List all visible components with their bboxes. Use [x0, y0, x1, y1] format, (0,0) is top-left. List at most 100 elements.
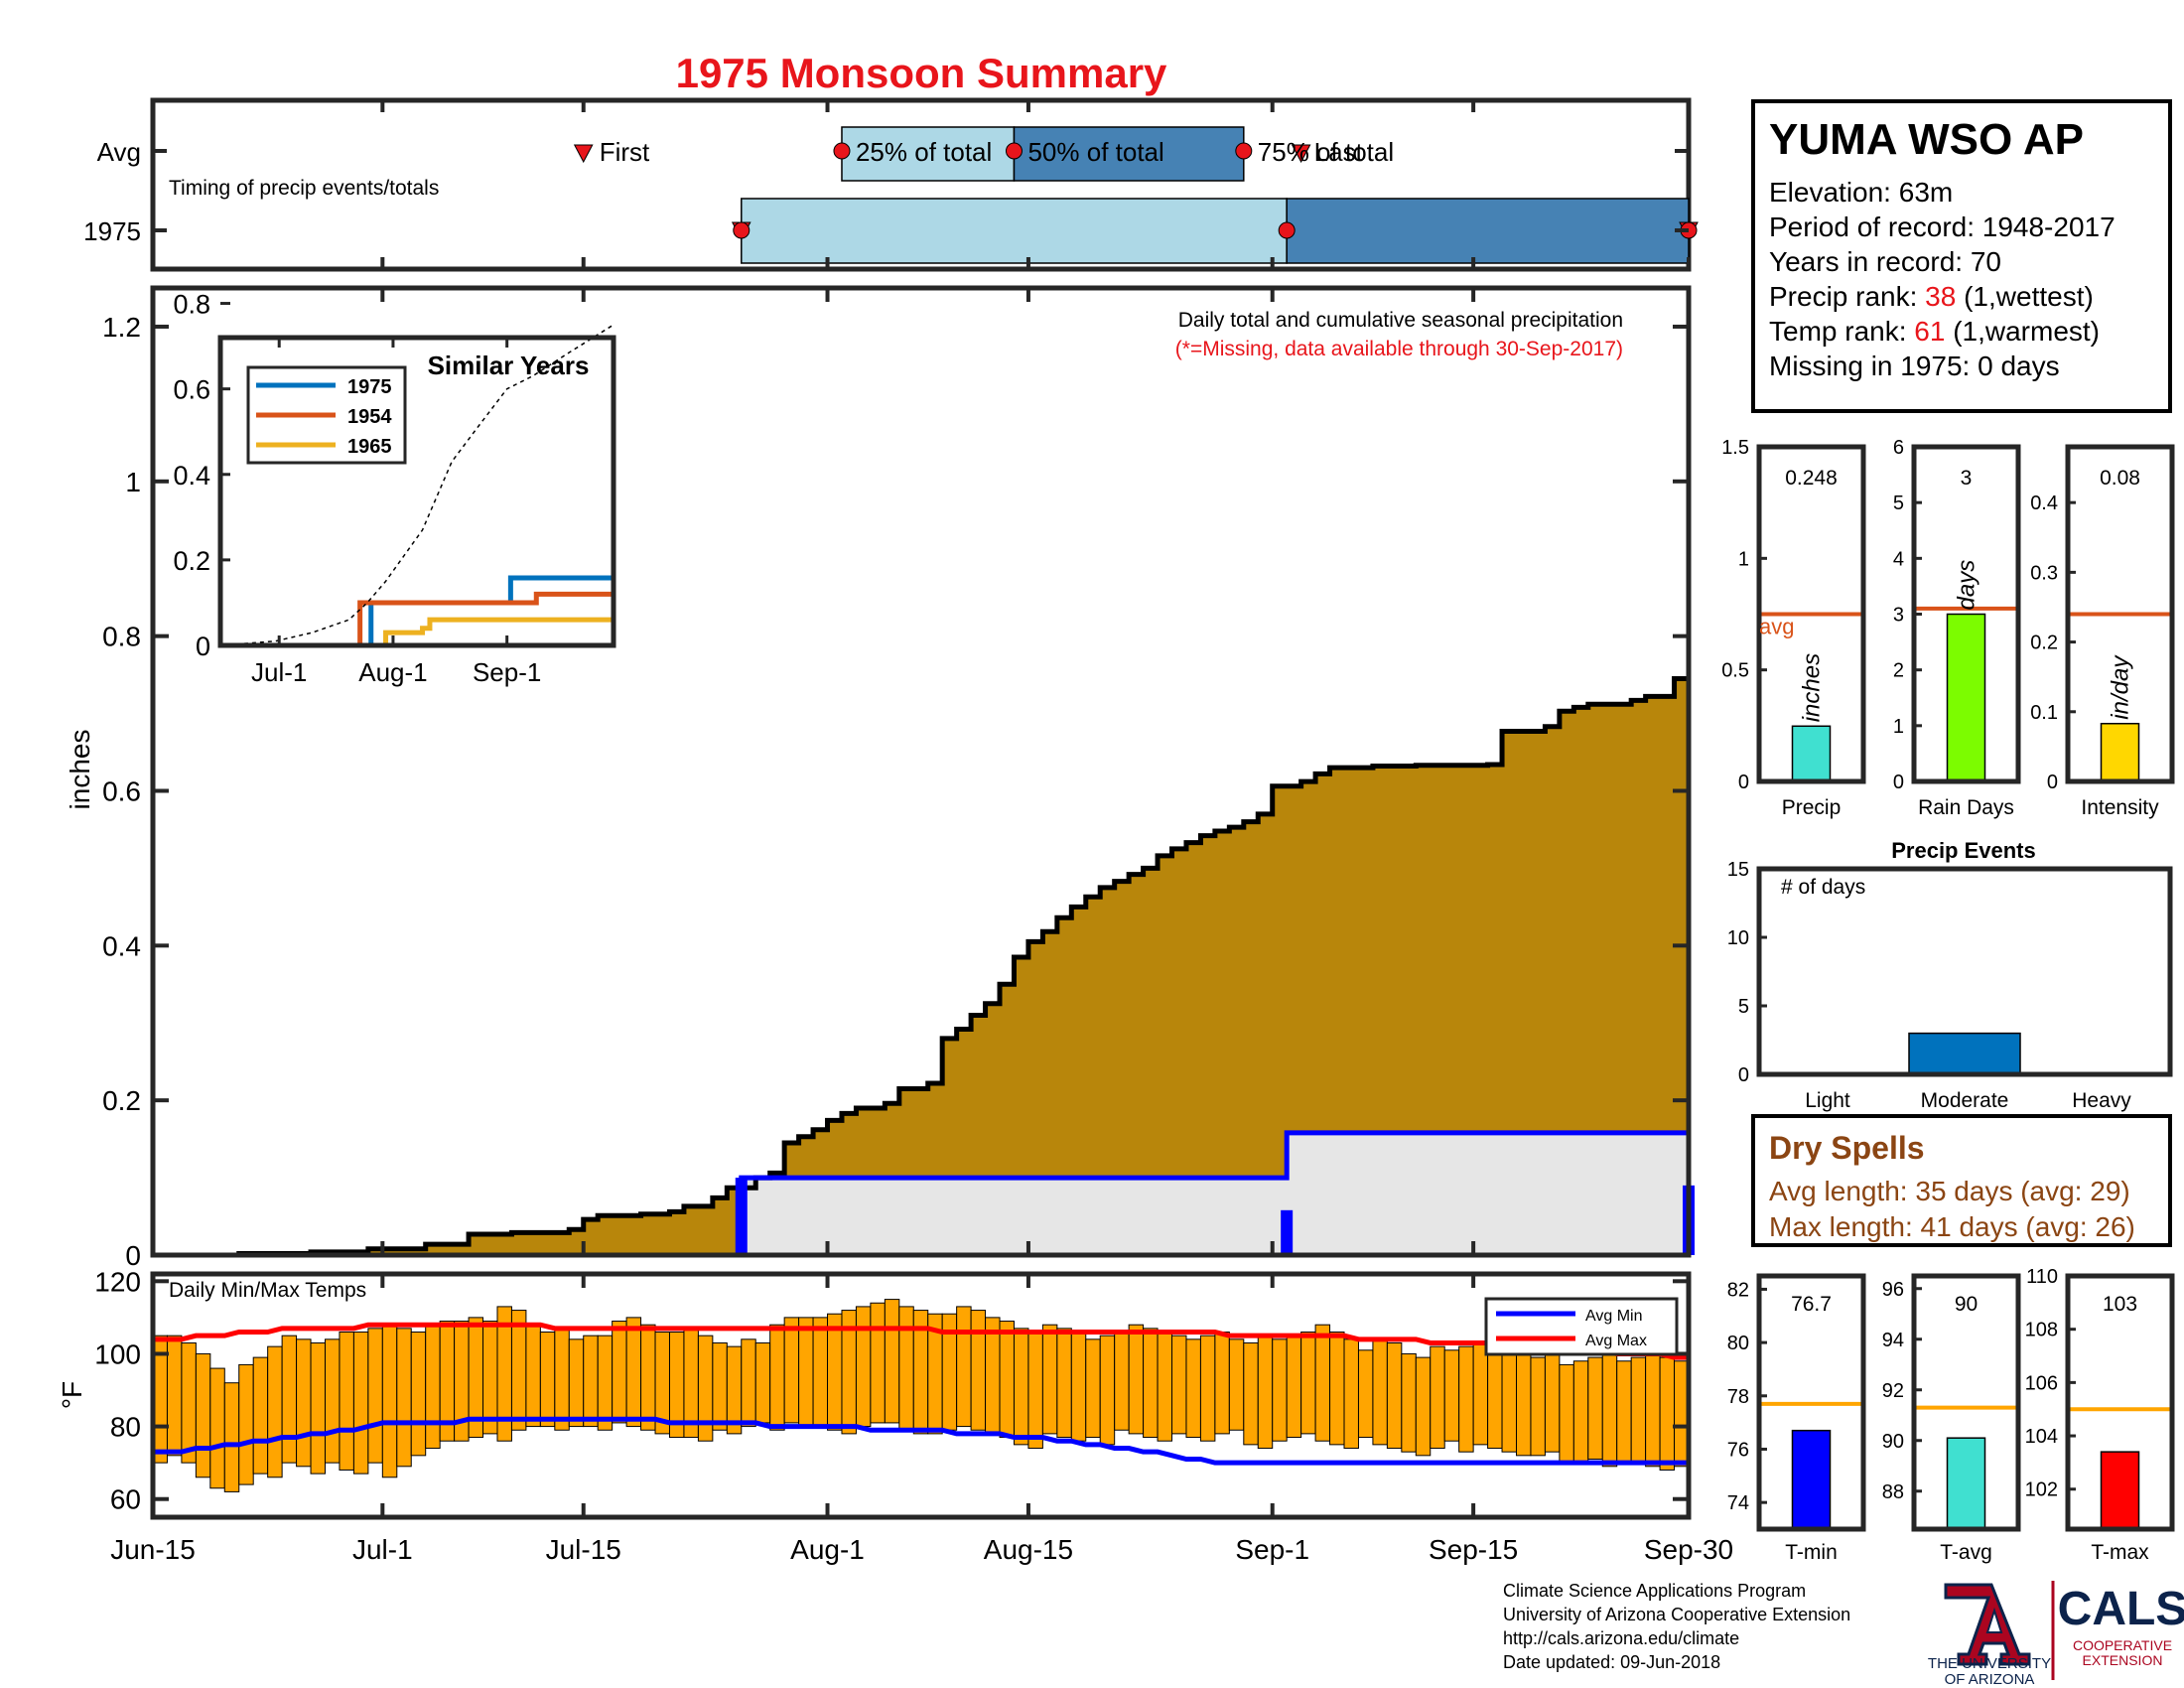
daily-precip-bar — [1281, 1209, 1294, 1255]
daily-temp-bar — [1214, 1332, 1230, 1435]
inset-ytick-label: 0.6 — [173, 375, 210, 405]
daily-temp-bar — [209, 1367, 225, 1489]
daily-temp-bar — [1041, 1324, 1058, 1435]
temp-summary-ytick-label: 80 — [1727, 1333, 1749, 1354]
timing-label-75: 75% of total — [1258, 137, 1394, 167]
summary-xlabel: Precip — [1782, 796, 1842, 819]
timing-1975-25-marker — [733, 221, 751, 239]
daily-temp-bar — [539, 1332, 556, 1428]
daily-temp-bar — [568, 1338, 585, 1428]
station-name: YUMA WSO AP — [1769, 115, 2084, 164]
daily-temp-bar — [1314, 1324, 1331, 1442]
avg-min-line — [153, 1416, 1689, 1466]
credits-line1: Climate Science Applications Program — [1503, 1581, 1807, 1601]
dry-spells-title: Dry Spells — [1769, 1130, 1925, 1166]
events-frame — [1756, 866, 2173, 1077]
temp-ytick-label: 120 — [94, 1266, 141, 1297]
inset-ytick-label: 0.2 — [173, 546, 210, 576]
precip-ytick-label: 0 — [125, 1240, 141, 1271]
temp-summary-bar — [1946, 1437, 1986, 1530]
temp-summary-value-label: 103 — [2103, 1293, 2137, 1316]
temp-summary-ytick-label: 90 — [1882, 1431, 1904, 1453]
daily-temp-bar — [195, 1352, 211, 1478]
summary-chart-rain-days: 3 Rain Days days 0 1 2 3 4 5 6 — [1893, 437, 2021, 819]
daily-temp-bar — [956, 1306, 972, 1428]
daily-temp-bar — [310, 1341, 326, 1475]
daily-temp-bar — [296, 1338, 312, 1468]
temp-xtick-label: Aug-15 — [984, 1534, 1073, 1565]
station-period: Period of record: 1948-2017 — [1769, 211, 2116, 242]
daily-temp-bar — [1601, 1352, 1618, 1468]
temp-summary-xlabel: T-avg — [1940, 1541, 1992, 1564]
timing-1975-q2-box — [1286, 198, 1690, 264]
summary-ytick-label: 2 — [1893, 660, 1904, 682]
precip-rank-value: 38 — [1925, 281, 1957, 312]
daily-temp-bar — [1157, 1332, 1173, 1442]
daily-temp-bar — [1458, 1345, 1474, 1453]
events-xlabel: Light — [1805, 1089, 1850, 1112]
avg-max-line — [153, 1322, 1689, 1360]
similar-years-inset: 0 0.2 0.4 0.6 0.8 Jul-1 Aug-1 Sep-1 Similar Yea… — [173, 290, 616, 687]
summary-value-label: 0.248 — [1785, 467, 1838, 490]
daily-temp-bar — [367, 1328, 383, 1464]
temp-xtick-label: Jun-15 — [110, 1534, 196, 1565]
events-ylabel-text: # of days — [1781, 876, 1865, 899]
events-xlabel: Moderate — [1921, 1089, 2009, 1112]
station-info-box: YUMA WSO AP Elevation: 63m Period of rec… — [1751, 99, 2172, 413]
inset-avg-line — [219, 324, 614, 646]
temp-summary-bar — [2100, 1451, 2140, 1530]
summary-unit-label: days — [1954, 560, 1980, 611]
daily-temp-bar — [741, 1338, 756, 1428]
daily-temp-bar — [783, 1317, 800, 1424]
precip-ylabel: inches — [65, 730, 95, 810]
year-cumulative-area — [153, 1062, 1689, 1255]
daily-temp-bar — [1329, 1332, 1345, 1446]
cals-sub1: COOPERATIVE — [2073, 1637, 2172, 1653]
daily-temp-bar — [1487, 1349, 1503, 1450]
station-years: Years in record: 70 — [1769, 246, 2001, 277]
temp-summary-ytick-label: 76 — [1727, 1439, 1749, 1461]
timing-avg-first-marker — [573, 144, 594, 164]
temp-legend: Avg Min Avg Max — [1484, 1297, 1679, 1356]
summary-ytick-label: 1 — [1893, 716, 1904, 738]
daily-temp-bar — [855, 1306, 872, 1428]
daily-temp-bar — [1659, 1356, 1676, 1471]
daily-temp-bar — [1501, 1345, 1518, 1453]
summary-ytick-label: 0.2 — [2030, 633, 2058, 654]
precip-rank-label: Precip rank: — [1769, 281, 1926, 312]
daily-temp-bar — [640, 1324, 656, 1431]
summary-bar — [1946, 613, 1986, 782]
daily-temp-bar — [324, 1338, 341, 1464]
precip-ytick-label: 0.6 — [102, 775, 141, 806]
timing-chart: First 25% of total 50% of total 75% of tota… — [83, 97, 1699, 272]
summary-value-label: 0.08 — [2100, 467, 2140, 490]
credits-line3: http://cals.arizona.edu/climate — [1503, 1628, 1740, 1648]
temp-summary-ytick-label: 110 — [2026, 1266, 2058, 1288]
daily-temp-bar — [1128, 1324, 1145, 1435]
daily-temp-bar — [1228, 1338, 1245, 1431]
events-title: Precip Events — [1891, 838, 2036, 863]
timing-1975-50-marker — [1278, 221, 1296, 239]
daily-temp-bar — [870, 1302, 886, 1424]
inset-xtick-label: Jul-1 — [251, 657, 307, 687]
daily-temp-bar — [898, 1306, 914, 1431]
temp-summary-frame — [1756, 1273, 1866, 1532]
temp-summary-ytick-label: 82 — [1727, 1279, 1749, 1301]
summary-ytick-label: 1.5 — [1721, 437, 1749, 459]
temp-ytick-label: 80 — [110, 1412, 141, 1443]
events-ytick-label: 0 — [1738, 1064, 1749, 1086]
daily-temp-bar — [1516, 1352, 1532, 1457]
daily-temp-bar — [339, 1332, 354, 1471]
events-ytick-label: 5 — [1738, 996, 1749, 1018]
timing-1975-q1-box — [741, 198, 1288, 264]
daily-temp-bar — [798, 1317, 814, 1428]
precip-chart: 0 0.2 0.4 0.6 0.8 1 1.2 inches Daily total and… — [65, 285, 1695, 1271]
temp-rank-label: Temp rank: — [1769, 316, 1915, 347]
events-bar-moderate — [1908, 1032, 2021, 1075]
daily-temp-bar — [1171, 1335, 1187, 1435]
summary-ytick-label: 0.1 — [2030, 702, 2058, 724]
timing-label-last: Last — [1314, 137, 1364, 167]
